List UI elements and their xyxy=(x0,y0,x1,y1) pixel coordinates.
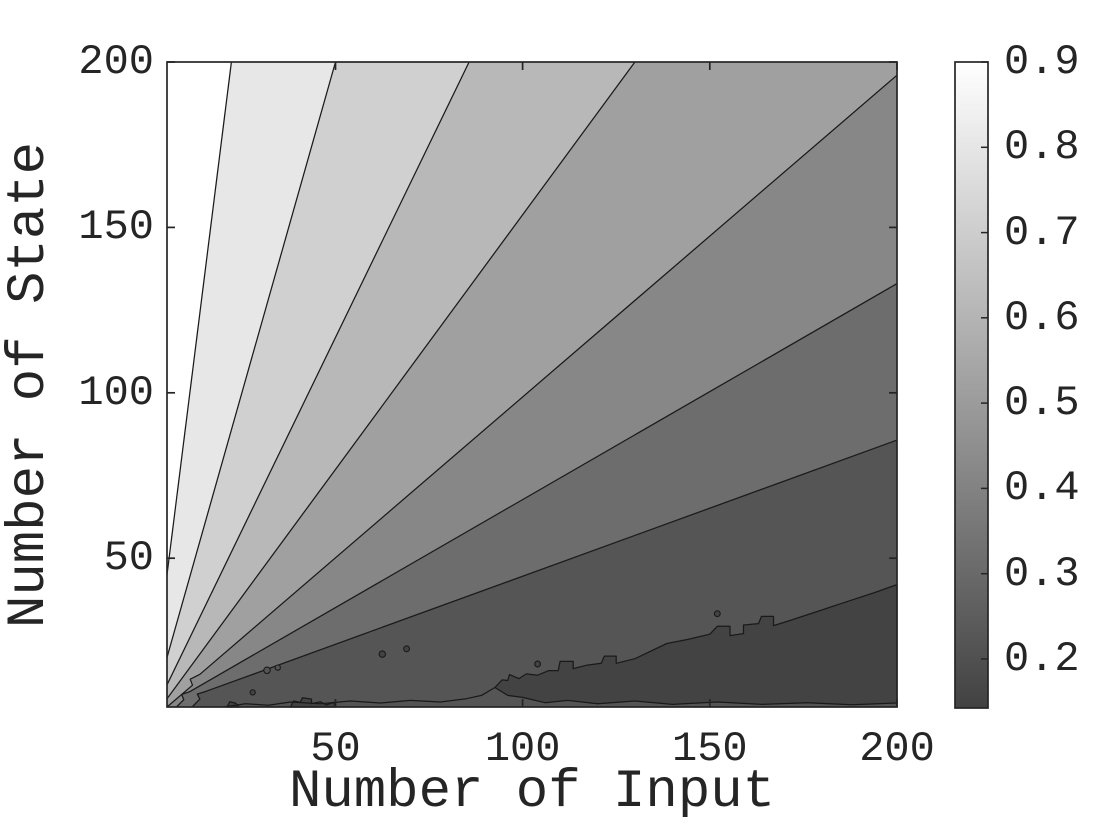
contour-lines xyxy=(166,61,898,708)
contour-bands xyxy=(167,62,898,707)
colorbar-tick-label: 0.5 xyxy=(1004,379,1080,428)
contour-speck xyxy=(378,650,387,658)
contour-band xyxy=(176,283,897,707)
x-tick-label: 100 xyxy=(484,725,561,773)
x-axis-label: Number of Input xyxy=(288,762,776,823)
y-tick-label: 50 xyxy=(103,534,154,583)
contour-band xyxy=(167,62,897,707)
y-tick-label: 100 xyxy=(78,368,154,417)
contour-speck xyxy=(534,660,542,668)
contour-line-0.9 xyxy=(166,61,233,575)
colorbar-border xyxy=(954,61,989,709)
contour-speck xyxy=(249,689,256,696)
contour-line-0.4 xyxy=(175,283,898,708)
x-tick-label: 50 xyxy=(310,725,361,773)
contour-line-0.7 xyxy=(166,61,470,686)
contour-speck xyxy=(713,610,721,618)
colorbar-tick-label: 0.7 xyxy=(1004,208,1080,257)
colorbar-tick-label: 0.6 xyxy=(1004,293,1080,342)
colorbar-tick-label: 0.3 xyxy=(1004,549,1080,598)
colorbar-tick-label: 0.9 xyxy=(1004,38,1080,86)
contour-line-0.3 xyxy=(191,439,898,708)
x-tick-label: 200 xyxy=(859,725,935,773)
contour-speck xyxy=(403,645,411,653)
colorbar-tick-label: 0.8 xyxy=(1004,123,1080,172)
plot-border xyxy=(166,61,898,708)
contour-line-0.6 xyxy=(166,61,636,700)
y-tick-label: 200 xyxy=(78,38,154,86)
contour-speck xyxy=(263,666,271,675)
contour-line-0.2 xyxy=(223,686,496,708)
contour-speck xyxy=(274,664,281,671)
y-tick-label: 150 xyxy=(78,203,154,252)
axis-ticks xyxy=(167,61,898,707)
contour-specks xyxy=(249,610,721,696)
contour-line-0.8 xyxy=(166,61,337,658)
colorbar-ticks xyxy=(981,61,988,660)
colorbar-tick-label: 0.4 xyxy=(1004,464,1080,513)
colorbar-gradient xyxy=(955,62,988,708)
x-tick-label: 150 xyxy=(672,725,748,773)
colorbar-tick-label: 0.2 xyxy=(1004,634,1080,683)
contour-band xyxy=(167,75,897,707)
contour-line-0.5 xyxy=(166,74,898,708)
